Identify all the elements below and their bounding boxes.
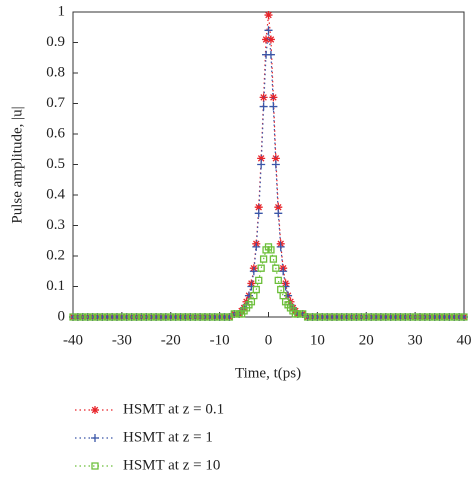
x-tick-label: -20 [161,332,181,348]
marker [254,209,263,218]
marker [269,102,278,111]
marker [257,160,266,169]
marker [289,307,297,315]
legend-label: HSMT at z = 0.1 [123,401,224,417]
marker [299,310,307,318]
marker [240,307,248,315]
marker [279,267,288,276]
y-tick-label: 0.6 [46,125,65,141]
marker [262,35,271,44]
marker [252,285,260,294]
marker [252,242,261,251]
series-line [73,14,464,318]
x-tick-label: 0 [265,332,273,348]
marker [257,154,266,163]
x-tick-label: 10 [310,332,325,348]
marker [257,264,265,272]
x-axis-label: Time, t(ps) [235,365,301,381]
marker [249,267,258,276]
x-tick-label: 30 [408,332,423,348]
marker [460,313,468,321]
marker [269,93,278,102]
marker [266,50,275,59]
y-tick-label: 0.5 [46,156,65,172]
x-tick-label: -40 [63,332,83,348]
marker [267,246,275,254]
y-axis-label: Pulse amplitude, |u| [9,106,25,223]
legend-marker [91,462,99,470]
marker [245,301,253,309]
y-tick-label: 0.1 [46,278,65,294]
marker [272,264,280,272]
marker [274,209,283,218]
marker [274,276,282,285]
marker [264,26,273,35]
marker [255,276,263,285]
marker [276,242,285,251]
y-tick-label: 0.7 [46,95,65,111]
marker [277,285,285,294]
marker [274,203,283,212]
x-tick-label: -10 [210,332,230,348]
series-line [73,245,464,318]
marker [237,310,246,318]
x-tick-label: 40 [457,332,472,348]
marker [259,255,268,263]
marker [225,313,234,321]
marker [264,11,273,20]
marker [271,160,280,169]
series-line [73,30,464,318]
plot-frame [72,11,465,318]
y-tick-label: 0.2 [46,247,65,263]
marker [264,243,273,251]
y-tick-label: 0.3 [46,217,65,233]
y-tick-label: 0 [58,308,66,324]
marker [266,35,275,44]
x-tick-label: -30 [112,332,132,348]
y-tick-label: 0.9 [46,34,65,50]
marker [269,255,278,263]
marker [259,102,268,111]
y-tick-label: 0.4 [46,186,65,202]
marker [271,154,280,163]
marker [242,304,251,312]
legend-label: HSMT at z = 1 [123,429,213,445]
legend-marker [91,434,99,442]
y-tick-label: 1 [58,3,66,19]
legend-marker [91,406,99,414]
legend-label: HSMT at z = 10 [123,457,220,473]
marker [254,203,263,212]
y-tick-label: 0.8 [46,64,65,80]
x-tick-label: 20 [359,332,374,348]
